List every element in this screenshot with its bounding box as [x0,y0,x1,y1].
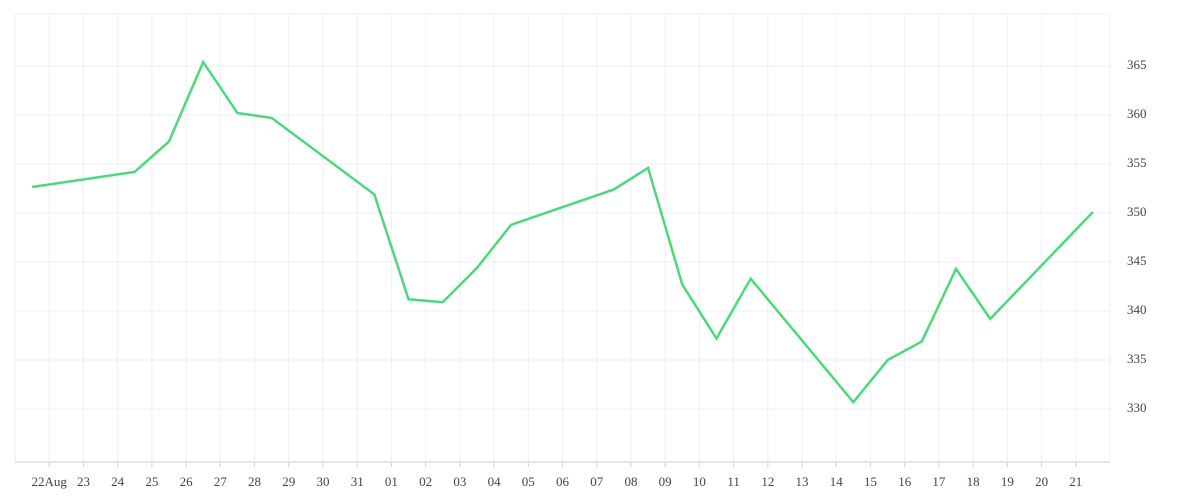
x-tick-label: 31 [351,474,364,489]
x-tick-label: 13 [796,474,809,489]
x-tick-label: 19 [1001,474,1014,489]
x-tick-label: 30 [316,474,329,489]
x-tick-label: 15 [864,474,877,489]
x-tick-label: 12 [761,474,774,489]
x-tick-label: 07 [590,474,604,489]
x-tick-label: 20 [1035,474,1048,489]
y-tick-label: 330 [1127,400,1147,415]
y-tick-label: 360 [1127,106,1147,121]
y-tick-label: 365 [1127,57,1147,72]
x-tick-label: 22Aug [32,474,68,489]
x-tick-label: 17 [932,474,946,489]
x-tick-label: 27 [214,474,228,489]
y-tick-label: 335 [1127,351,1147,366]
x-tick-label: 05 [522,474,535,489]
x-tick-label: 29 [282,474,295,489]
x-tick-label: 24 [111,474,125,489]
x-tick-label: 10 [693,474,706,489]
x-tick-label: 26 [180,474,194,489]
y-tick-label: 350 [1127,204,1147,219]
x-tick-label: 06 [556,474,570,489]
y-tick-label: 355 [1127,155,1147,170]
y-tick-label: 345 [1127,253,1147,268]
x-tick-label: 28 [248,474,261,489]
x-tick-label: 01 [385,474,398,489]
x-tick-label: 25 [145,474,158,489]
x-tick-label: 09 [659,474,672,489]
x-tick-label: 02 [419,474,432,489]
x-tick-label: 23 [77,474,90,489]
y-tick-label: 340 [1127,302,1147,317]
x-tick-label: 11 [727,474,740,489]
x-tick-label: 03 [453,474,466,489]
x-tick-label: 16 [898,474,912,489]
line-series [31,59,1094,405]
x-tick-label: 21 [1069,474,1082,489]
x-tick-label: 18 [967,474,980,489]
x-tick-label: 04 [488,474,502,489]
x-tick-label: 08 [624,474,637,489]
x-tick-label: 14 [830,474,844,489]
